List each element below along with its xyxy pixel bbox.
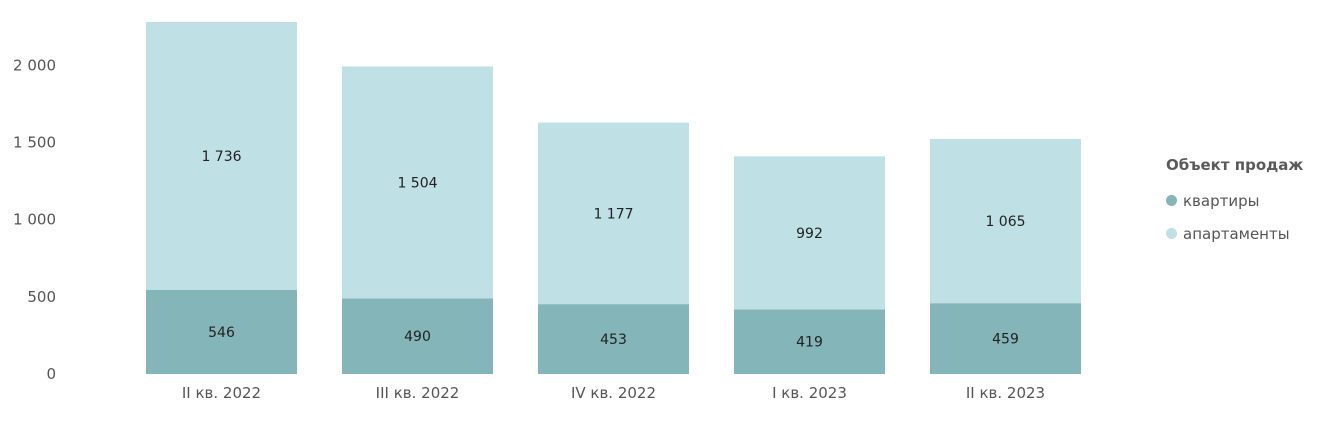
legend-item-apartments-flats: квартиры — [1166, 184, 1303, 217]
legend-item-apartamenty: апартаменты — [1166, 217, 1303, 250]
data-label: 546 — [208, 325, 235, 341]
bar-segment-apartamenty — [734, 156, 885, 310]
data-label: 1 504 — [397, 175, 437, 191]
bar-segment-kvartiry — [146, 289, 297, 374]
legend-marker-apartamenty — [1166, 228, 1177, 239]
data-label: 453 — [600, 332, 627, 348]
bar-segment-apartamenty — [538, 122, 689, 305]
bar-segment-apartamenty — [342, 66, 493, 299]
bar-segment-kvartiry — [342, 298, 493, 374]
legend-label-kvartiry: квартиры — [1183, 191, 1260, 210]
y-tick-label: 0 — [46, 365, 56, 383]
data-label: 459 — [992, 332, 1019, 348]
data-label: 1 177 — [593, 206, 633, 222]
x-tick-label: III кв. 2022 — [376, 384, 460, 402]
data-label: 1 065 — [985, 214, 1025, 230]
bar-segment-kvartiry — [930, 303, 1081, 374]
y-tick-label: 1 500 — [13, 134, 56, 152]
x-axis: II кв. 2022 III кв. 2022 IV кв. 2022 I кв. … — [182, 384, 1045, 402]
legend-marker-kvartiry — [1166, 195, 1177, 206]
data-label: 419 — [796, 335, 823, 351]
x-tick-label: I кв. 2023 — [772, 384, 847, 402]
bars: 546 1 736 490 1 504 453 1 177 419 992 459 1 065 — [146, 22, 1081, 374]
x-tick-label: IV кв. 2022 — [571, 384, 656, 402]
bar-segment-apartamenty — [146, 22, 297, 290]
y-tick-label: 1 000 — [13, 211, 56, 229]
bar-segment-apartamenty — [930, 138, 1081, 304]
legend-label-apartamenty: апартаменты — [1183, 224, 1290, 243]
bar-segment-kvartiry — [734, 309, 885, 374]
y-tick-label: 500 — [27, 288, 56, 306]
legend: Объект продаж квартиры апартаменты — [1166, 156, 1303, 250]
y-tick-label: 2 000 — [13, 56, 56, 74]
y-axis: 0 500 1 000 1 500 2 000 — [13, 56, 56, 383]
x-tick-label: II кв. 2022 — [182, 384, 261, 402]
data-label: 992 — [796, 226, 823, 242]
data-label: 490 — [404, 329, 431, 345]
data-label: 1 736 — [201, 149, 241, 165]
legend-title: Объект продаж — [1166, 156, 1304, 174]
bar-segment-kvartiry — [538, 304, 689, 374]
x-tick-label: II кв. 2023 — [966, 384, 1045, 402]
